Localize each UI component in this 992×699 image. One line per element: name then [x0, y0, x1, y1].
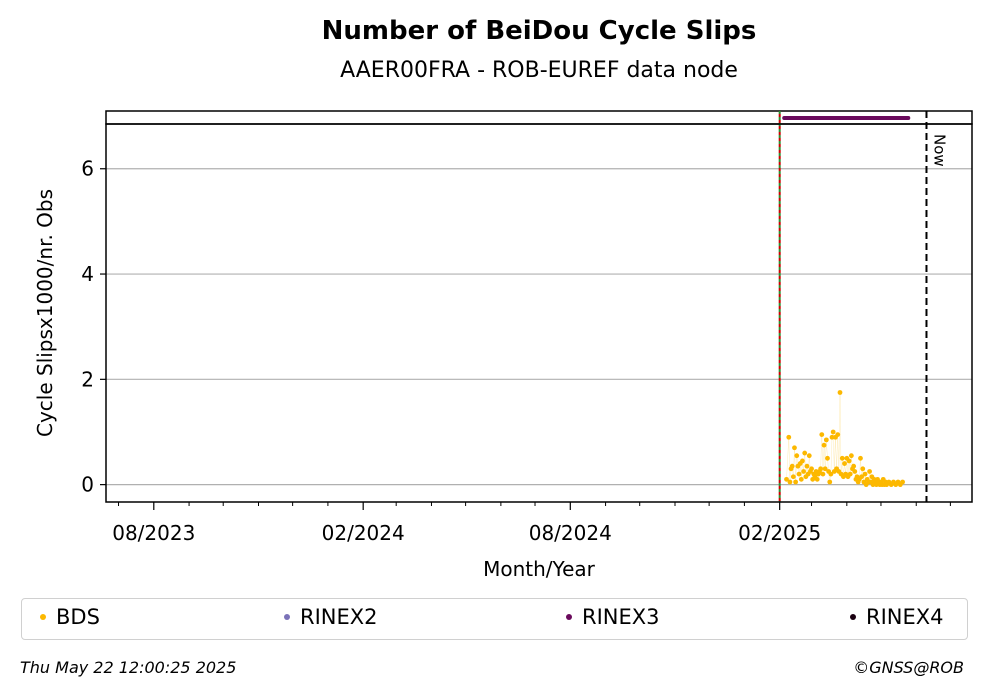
bds-point: [823, 437, 829, 443]
y-tick-label: 0: [81, 473, 94, 497]
legend-marker-rinex3: [566, 614, 572, 620]
legend-marker-rinex2: [284, 614, 290, 620]
now-label: Now: [930, 134, 948, 167]
chart-title: Number of BeiDou Cycle Slips: [321, 16, 757, 46]
bds-point: [837, 390, 843, 395]
x-axis-ticks: 08/2023 02/2024 08/2024 02/2025: [112, 502, 951, 545]
bds-point: [867, 469, 872, 474]
bds-point: [794, 453, 800, 459]
bds-point: [842, 461, 847, 466]
bds-point: [851, 463, 857, 469]
chart-svg: 08/2023 02/2024 08/2024 02/2025 0 2 4 6 Now Mo…: [33, 110, 973, 581]
bds-point: [821, 442, 827, 448]
x-tick-label: 08/2023: [112, 521, 195, 545]
bds-point: [789, 463, 795, 469]
x-tick-label: 02/2025: [738, 521, 821, 545]
y-tick-label: 4: [81, 262, 94, 286]
bds-point: [825, 455, 830, 461]
bds-point: [839, 455, 845, 461]
x-tick-label: 08/2024: [529, 521, 612, 545]
plot-frame: [105, 123, 973, 503]
legend-item-bds: BDS: [40, 605, 100, 629]
bds-point: [784, 476, 789, 482]
legend-marker-bds: [40, 614, 46, 620]
bds-point: [806, 453, 812, 459]
bds-point: [802, 450, 808, 456]
bds-point: [809, 466, 814, 472]
legend-marker-rinex4: [850, 614, 856, 620]
legend-item-rinex2: RINEX2: [284, 605, 378, 629]
footer-credit: ©GNSS@ROB: [853, 658, 964, 677]
x-tick-label: 02/2024: [322, 521, 405, 545]
bds-point: [835, 432, 841, 438]
bds-point: [848, 453, 854, 459]
footer-timestamp: Thu May 22 12:00:25 2025: [20, 658, 237, 677]
bds-point: [847, 471, 853, 477]
legend-label-bds: BDS: [56, 605, 100, 629]
bds-point: [814, 476, 820, 482]
bds-point: [828, 471, 834, 477]
bds-point: [786, 434, 792, 440]
bds-point: [793, 479, 799, 485]
bds-point: [819, 432, 825, 438]
bds-point: [818, 466, 824, 472]
bds-point: [846, 458, 852, 464]
chart-subtitle: AAER00FRA - ROB-EUREF data node: [340, 58, 738, 83]
y-tick-label: 6: [81, 157, 94, 181]
legend: BDS RINEX2 RINEX3 RINEX4: [21, 598, 968, 640]
bds-point: [827, 479, 833, 485]
bds-point: [900, 479, 905, 485]
bds-point: [852, 469, 858, 474]
y-axis-ticks: 0 2 4 6: [81, 157, 106, 497]
y-axis-label: Cycle Slipsx1000/nr. Obs: [33, 189, 57, 437]
bds-point: [858, 455, 863, 461]
bds-point: [822, 466, 828, 472]
bds-point: [830, 429, 836, 435]
bds-points: [784, 390, 905, 488]
bds-point: [798, 476, 804, 482]
bds-point: [860, 466, 866, 472]
legend-item-rinex3: RINEX3: [566, 605, 660, 629]
bds-point: [859, 474, 865, 480]
legend-item-rinex4: RINEX4: [850, 605, 944, 629]
legend-label-rinex4: RINEX4: [866, 605, 944, 629]
bds-point: [787, 479, 793, 485]
grid-lines: [106, 168, 972, 486]
bds-point: [820, 471, 826, 477]
x-axis-label: Month/Year: [483, 557, 596, 581]
bds-point: [801, 469, 806, 474]
legend-label-rinex2: RINEX2: [300, 605, 378, 629]
vertical-marker-lines: [778, 111, 928, 502]
bds-point: [829, 434, 835, 440]
bds-point: [792, 445, 797, 451]
y-tick-label: 2: [81, 367, 94, 391]
bds-point: [800, 458, 805, 464]
bds-point: [804, 463, 810, 469]
bds-point: [790, 474, 796, 480]
bds-point: [862, 471, 868, 477]
legend-label-rinex3: RINEX3: [582, 605, 660, 629]
bds-point: [796, 471, 802, 477]
